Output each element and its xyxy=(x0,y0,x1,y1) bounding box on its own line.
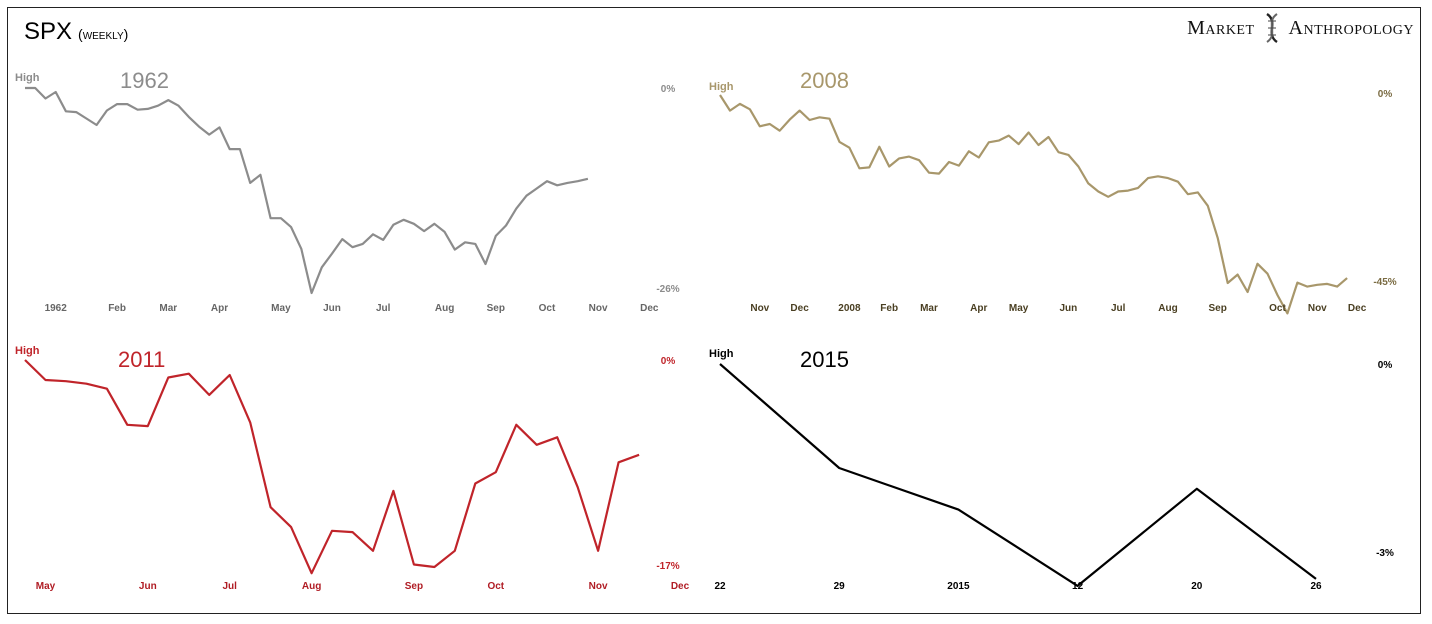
x-tick-label: Jul xyxy=(376,303,391,314)
series-line-2008 xyxy=(719,94,1348,315)
x-tick-label: 29 xyxy=(834,581,846,592)
x-tick-label: Jun xyxy=(139,581,157,592)
x-tick-label: Sep xyxy=(405,581,423,592)
bottom-pct-label: -17% xyxy=(656,561,679,572)
bottom-pct-label: -3% xyxy=(1376,548,1394,559)
x-tick-label: Mar xyxy=(920,303,938,314)
x-tick-label: Dec xyxy=(671,581,690,592)
x-tick-label: Feb xyxy=(880,303,898,314)
x-tick-label: 20 xyxy=(1191,581,1203,592)
chart-frame xyxy=(7,7,1421,614)
brand-logo: Market Anthropology xyxy=(1187,12,1414,44)
x-tick-label: Nov xyxy=(589,581,608,592)
top-pct-label: 0% xyxy=(661,356,676,367)
x-tick-label: Jun xyxy=(323,303,341,314)
x-tick-label: Apr xyxy=(211,303,228,314)
high-label: High xyxy=(15,345,40,357)
x-tick-label: May xyxy=(36,581,56,592)
x-tick-label: Apr xyxy=(970,303,987,314)
x-tick-label: Jun xyxy=(1060,303,1078,314)
year-label: 2011 xyxy=(118,347,165,372)
series-line-2011 xyxy=(24,359,640,575)
chart-subtitle: (weekly) xyxy=(78,26,129,42)
year-label: 2015 xyxy=(800,347,849,372)
x-tick-label: Aug xyxy=(302,581,321,592)
x-tick-label: May xyxy=(1009,303,1029,314)
x-tick-label: May xyxy=(271,303,291,314)
x-tick-label: Oct xyxy=(539,303,556,314)
x-tick-label: 1962 xyxy=(45,303,68,314)
x-tick-label: Jul xyxy=(222,581,237,592)
x-tick-label: 2008 xyxy=(838,303,861,314)
x-tick-label: Sep xyxy=(1209,303,1227,314)
x-tick-label: Dec xyxy=(790,303,809,314)
top-pct-label: 0% xyxy=(1378,89,1393,100)
chart-title: SPX (weekly) xyxy=(24,18,129,45)
x-tick-label: Feb xyxy=(108,303,126,314)
x-tick-label: Jul xyxy=(1111,303,1126,314)
x-tick-label: Mar xyxy=(159,303,177,314)
bottom-pct-label: -26% xyxy=(656,284,679,295)
high-label: High xyxy=(709,348,734,360)
series-line-1962 xyxy=(25,86,589,295)
top-pct-label: 0% xyxy=(661,84,676,95)
high-label: High xyxy=(15,72,40,84)
year-label: 1962 xyxy=(120,68,169,93)
top-pct-label: 0% xyxy=(1378,360,1393,371)
bottom-pct-label: -45% xyxy=(1373,277,1396,288)
x-tick-label: 26 xyxy=(1310,581,1322,592)
brand-left: Market xyxy=(1187,16,1255,39)
x-tick-label: Oct xyxy=(1269,303,1286,314)
x-tick-label: Nov xyxy=(1308,303,1327,314)
dna-icon xyxy=(1261,12,1283,44)
brand-right: Anthropology xyxy=(1288,16,1414,39)
high-label: High xyxy=(709,81,734,93)
x-tick-label: Sep xyxy=(487,303,505,314)
series-line-2015 xyxy=(719,363,1317,587)
x-tick-label: 12 xyxy=(1072,581,1084,592)
x-tick-label: Oct xyxy=(487,581,504,592)
x-tick-label: Dec xyxy=(640,303,659,314)
x-tick-label: Aug xyxy=(1158,303,1177,314)
x-tick-label: Nov xyxy=(589,303,608,314)
x-tick-label: Dec xyxy=(1348,303,1367,314)
x-tick-label: 22 xyxy=(714,581,726,592)
x-tick-label: Aug xyxy=(435,303,454,314)
year-label: 2008 xyxy=(800,68,849,93)
x-tick-label: Nov xyxy=(750,303,769,314)
x-tick-label: 2015 xyxy=(947,581,970,592)
